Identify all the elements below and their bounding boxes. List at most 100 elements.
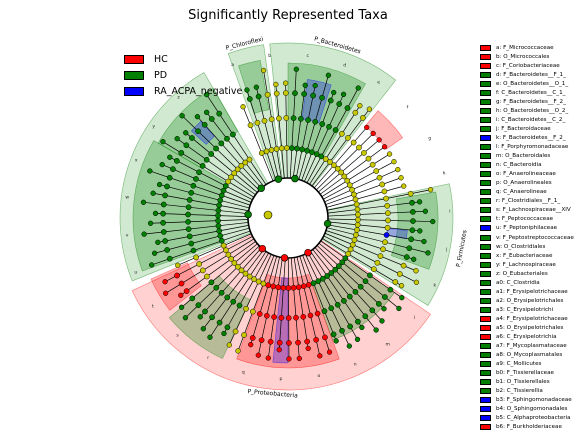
taxon-node — [276, 115, 282, 122]
taxon-node — [189, 295, 196, 302]
leaf-node — [357, 103, 363, 109]
taxon-label: t: F_Peptococcaceae — [496, 216, 554, 223]
sector-tag: w — [125, 195, 129, 200]
taxon-node — [220, 242, 227, 249]
taxon-node — [282, 90, 289, 96]
leaf-node — [399, 295, 405, 301]
taxon-node — [218, 237, 225, 244]
taxon-node — [353, 232, 359, 238]
taxon-node — [290, 284, 297, 291]
branch-line — [185, 132, 258, 193]
taxon-node — [377, 253, 384, 259]
leaf-node — [286, 356, 292, 362]
taxon-node — [290, 115, 297, 122]
leaf-node — [204, 92, 210, 98]
taxon-node — [217, 197, 224, 204]
leaf-node — [422, 208, 429, 214]
taxon-swatch — [480, 324, 491, 331]
taxon-swatch — [480, 279, 491, 286]
taxon-label: q: C_Anaerolineae — [496, 189, 547, 196]
taxon-node — [255, 278, 262, 285]
branch-line — [155, 213, 249, 217]
branch-line — [177, 233, 252, 266]
taxon-node — [351, 237, 358, 243]
leaf-node — [159, 161, 165, 168]
taxon-node — [263, 148, 270, 155]
taxon-label: n: C_Bacteroidia — [496, 162, 542, 169]
leaf-node — [265, 355, 271, 361]
taxon-node — [195, 302, 202, 308]
taxon-node — [330, 331, 337, 338]
taxon-node — [375, 301, 382, 307]
branch-line — [326, 185, 404, 208]
legend-entry-ra-acpa-negative: RA_ACPA_negative — [124, 83, 242, 99]
branch-line — [311, 108, 370, 187]
taxon-node — [256, 311, 263, 317]
phylum-node — [257, 184, 265, 192]
taxon-node — [310, 280, 317, 287]
sector-tag: x — [135, 158, 138, 163]
taxon-node — [365, 155, 372, 162]
leaf-node — [226, 342, 232, 348]
leaf-node — [340, 91, 347, 98]
leaf-node — [182, 315, 189, 321]
leaf-node — [376, 137, 382, 143]
leaf-node — [248, 342, 254, 348]
taxon-entry: u: F_Peptoniphilaceae — [480, 224, 576, 233]
branch-line — [293, 257, 309, 349]
leaf-node — [200, 326, 206, 332]
taxon-node — [286, 340, 292, 346]
taxon-node — [326, 123, 332, 130]
leaf-node — [167, 154, 173, 160]
taxon-node — [293, 314, 299, 321]
taxon-node — [258, 150, 265, 156]
phylum-node — [274, 175, 283, 183]
taxon-node — [341, 173, 348, 180]
taxon-node — [242, 159, 249, 166]
taxon-node — [344, 105, 351, 111]
taxon-node — [273, 90, 280, 97]
taxon-node — [292, 90, 298, 97]
taxon-node — [278, 314, 285, 321]
leaf-node — [147, 168, 153, 174]
taxon-node — [218, 140, 225, 147]
taxon-node — [223, 247, 229, 254]
sector-tag: t — [152, 303, 154, 309]
highlight-sector-0 — [238, 60, 270, 114]
branch-line — [250, 256, 278, 345]
leaf-node — [156, 181, 163, 188]
taxon-node — [345, 135, 351, 141]
taxon-label: b5: C_Alphaproteobacteria — [496, 415, 571, 422]
taxon-label: a8: O_Mycoplasmatales — [496, 352, 563, 359]
taxon-label: a4: F_Erysipelotrichaceae — [496, 315, 568, 322]
branch-line — [316, 133, 374, 191]
sector-tag: l — [414, 315, 415, 321]
highlight-sector-3 — [364, 110, 404, 150]
branch-line — [162, 141, 255, 198]
legend-swatch-hc — [124, 54, 144, 64]
leaf-node — [235, 348, 241, 354]
taxon-label: a5: O_Erysipelotrichales — [496, 324, 564, 331]
taxon-entry: a4: F_Erysipelotrichaceae — [480, 314, 576, 323]
branch-line — [322, 238, 402, 286]
taxon-swatch — [480, 334, 491, 341]
taxon-node — [215, 222, 222, 229]
taxon-node — [304, 147, 310, 154]
leaf-node — [183, 130, 189, 136]
taxon-swatch — [480, 406, 491, 413]
branch-line — [292, 85, 306, 179]
taxon-node — [208, 279, 215, 286]
branch-line — [197, 116, 262, 189]
taxon-swatch — [480, 162, 491, 169]
branch-line — [162, 164, 252, 203]
taxon-node — [409, 227, 416, 234]
taxon-node — [228, 174, 234, 181]
leaf-node — [395, 166, 401, 173]
taxon-node — [261, 117, 268, 124]
taxon-node — [352, 196, 359, 203]
leaf-node — [381, 144, 388, 150]
taxon-node — [346, 182, 353, 188]
branch-line — [159, 184, 250, 209]
branch-line — [319, 146, 385, 195]
